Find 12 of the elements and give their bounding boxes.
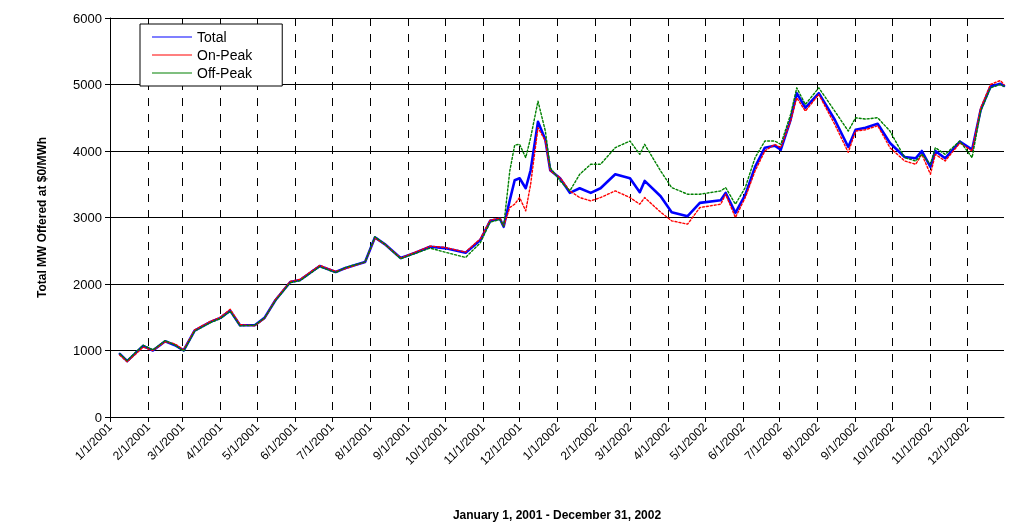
y-tick-label: 3000 <box>73 210 102 225</box>
y-tick-label: 1000 <box>73 343 102 358</box>
y-tick-label: 6000 <box>73 10 102 26</box>
y-tick-label: 0 <box>94 409 102 425</box>
legend-label: Off-Peak <box>197 65 253 81</box>
x-axis-title: January 1, 2001 - December 31, 2002 <box>452 508 662 522</box>
legend-label: On-Peak <box>197 47 254 63</box>
y-tick-label: 4000 <box>73 143 102 159</box>
y-tick-label: 5000 <box>73 77 102 92</box>
legend-label: Total <box>197 29 227 45</box>
y-axis-title: Total MW Offered at $0/MWh <box>35 136 49 299</box>
y-tick-label: 2000 <box>73 276 102 292</box>
